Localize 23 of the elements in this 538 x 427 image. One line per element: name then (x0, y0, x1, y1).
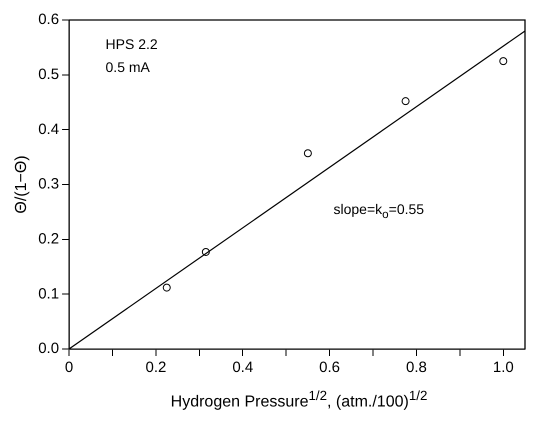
x-tick-label: 1.0 (492, 359, 514, 376)
x-tick-label: 0.8 (406, 359, 427, 376)
point (499, 57, 508, 66)
annotation: slope=k$_{o}$=0.55 (334, 200, 424, 221)
y-tick-label: 0.4 (38, 120, 60, 138)
x-tick-label: 0.6 (319, 359, 340, 376)
annotation: HPS 2.2 (106, 36, 158, 52)
y-tick-label: 0.2 (38, 230, 60, 248)
y-tick-label: 0.5 (38, 66, 60, 83)
x-axis-title: Hydrogen Pressure$^{1/2}$, (atm./100)$^{1/2}$ (170, 388, 428, 412)
y-tick-label: 0.1 (38, 285, 60, 302)
y-axis-title: Θ/(1−Θ) (13, 155, 30, 214)
annotation: 0.5 mA (106, 59, 150, 76)
y-tick-label: 0.6 (38, 11, 60, 28)
point (202, 248, 210, 256)
point (304, 149, 312, 158)
y-tick-label: 0.0 (38, 340, 60, 358)
point (162, 284, 171, 292)
point (402, 97, 410, 106)
x-tick-label: 0.2 (145, 359, 166, 376)
x-tick-label: 0 (64, 359, 74, 376)
x-tick-label: 0.4 (232, 359, 254, 376)
y-tick-label: 0.3 (38, 176, 60, 193)
